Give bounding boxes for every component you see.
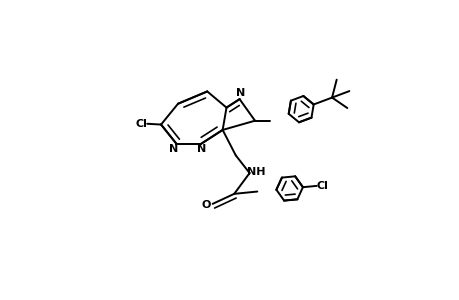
- Text: N: N: [197, 144, 206, 154]
- Text: N: N: [235, 88, 245, 98]
- Text: NH: NH: [247, 167, 265, 176]
- Text: N: N: [168, 144, 178, 154]
- Text: Cl: Cl: [135, 119, 147, 129]
- Text: Cl: Cl: [316, 181, 328, 191]
- Text: O: O: [202, 200, 211, 210]
